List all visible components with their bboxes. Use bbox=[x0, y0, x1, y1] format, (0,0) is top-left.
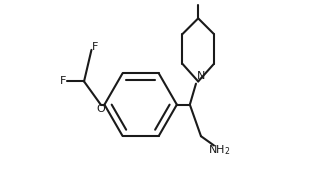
Text: F: F bbox=[92, 42, 98, 52]
Text: F: F bbox=[60, 76, 67, 86]
Text: NH$_2$: NH$_2$ bbox=[208, 143, 231, 157]
Text: N: N bbox=[197, 71, 205, 81]
Text: O: O bbox=[96, 104, 105, 114]
